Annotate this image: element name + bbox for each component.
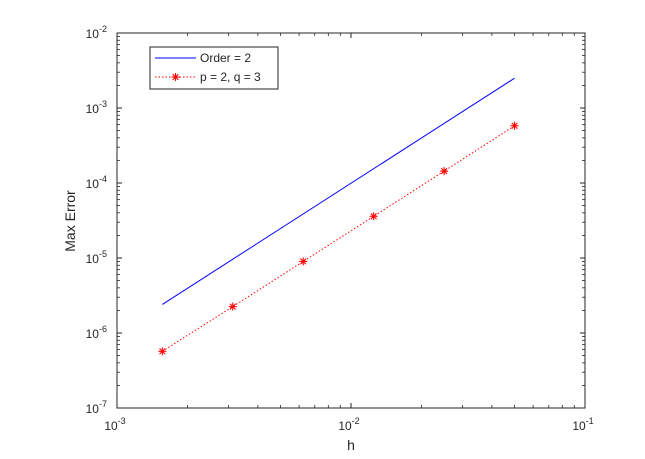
asterisk-marker (228, 302, 237, 311)
asterisk-stroke (229, 303, 237, 310)
y-tick-label: 10-7 (86, 399, 107, 416)
plot-frame (116, 32, 586, 409)
asterisk-stroke (172, 73, 179, 81)
asterisk-marker (171, 73, 180, 81)
series-line-0 (162, 77, 515, 305)
legend-box (149, 46, 279, 90)
asterisk-marker (510, 121, 519, 130)
asterisk-marker (369, 212, 378, 221)
asterisk-stroke (159, 348, 166, 355)
y-axis-label: Max Error (62, 190, 78, 252)
x-tick-label: 10-1 (572, 416, 593, 433)
asterisk-stroke (370, 213, 377, 220)
y-tick-label: 10-5 (86, 249, 107, 266)
legend-label-0: Order = 2 (200, 51, 251, 65)
axes-area (116, 32, 586, 409)
asterisk-marker (158, 347, 167, 356)
axis-ticks: 10-3 10-2 10-1 10-7 10-6 10-5 10-4 10-3 10-2 (86, 24, 594, 433)
y-tick-label: 10-4 (86, 174, 107, 191)
legend: Order = 2 p = 2, q = 3 (149, 46, 279, 90)
y-tick-label: 10-2 (86, 24, 107, 41)
legend-label-1: p = 2, q = 3 (200, 70, 261, 84)
asterisk-stroke (511, 122, 518, 129)
y-tick-label: 10-3 (86, 99, 107, 116)
asterisk-stroke (440, 167, 448, 175)
series-layer (158, 77, 519, 356)
asterisk-marker (299, 257, 308, 266)
x-tick-label: 10-2 (338, 416, 359, 433)
y-tick-label: 10-6 (86, 324, 107, 341)
asterisk-stroke (300, 258, 307, 265)
asterisk-marker (440, 167, 449, 176)
x-tick-label: 10-3 (104, 416, 125, 433)
x-axis-label: h (347, 437, 355, 453)
